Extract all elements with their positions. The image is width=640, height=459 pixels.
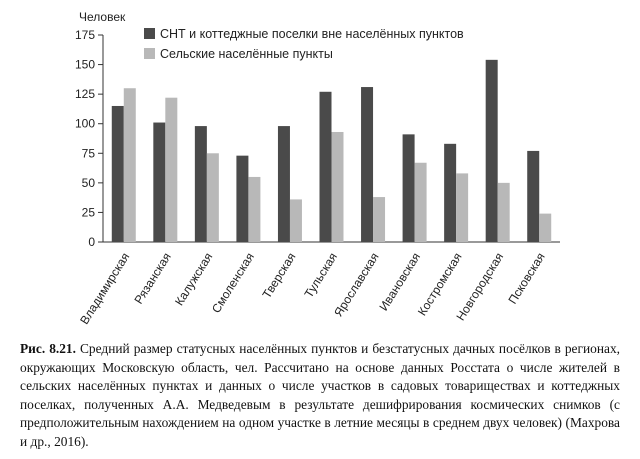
y-tick-label: 125 [75, 87, 95, 101]
y-tick-label: 0 [88, 235, 95, 249]
y-axis-label: Человек [79, 10, 126, 24]
bar [319, 91, 332, 242]
x-axis-labels: Владимирская РязанскаяКалужскаяСмоленская… [77, 250, 548, 327]
bar [373, 197, 386, 242]
bar [444, 143, 457, 242]
bar [194, 126, 207, 242]
bars [111, 59, 552, 243]
y-tick-label: 150 [75, 58, 95, 72]
x-tick-label: Псковская [505, 250, 547, 306]
bar [527, 150, 540, 242]
caption-text: Средний размер статусных населённых пунк… [20, 341, 620, 449]
bar [153, 122, 166, 242]
legend-label: СНТ и коттеджные поселки вне населённых … [160, 27, 464, 41]
legend-swatch [144, 28, 155, 39]
legend-label: Сельские населённые пункты [160, 47, 333, 61]
bar [361, 87, 374, 242]
y-tick-label: 50 [82, 176, 96, 190]
bar [111, 105, 124, 242]
bar [485, 59, 498, 243]
bar [402, 134, 415, 242]
bar [289, 199, 302, 242]
x-tick-label: Рязанская [131, 250, 173, 306]
x-tick-label: Смоленская [209, 250, 257, 315]
bar [331, 131, 344, 242]
bar [236, 155, 249, 242]
bar [497, 182, 510, 242]
y-tick-label: 175 [75, 28, 95, 42]
bar-chart: 0 25 50 75 100 125 150 175 Владимирская Рязанска… [75, 10, 560, 327]
bar [165, 97, 178, 242]
bar [123, 88, 136, 242]
x-tick-label: Тверская [260, 250, 299, 301]
bar [277, 126, 290, 242]
x-tick-label: Владимирская [77, 250, 132, 327]
bar [456, 173, 469, 242]
x-tick-label: Калужская [172, 250, 215, 308]
x-tick-label: Ярославская [331, 250, 381, 319]
y-tick-label: 25 [82, 205, 96, 219]
legend-swatch [144, 48, 155, 59]
y-tick-label: 100 [75, 117, 95, 131]
bar [414, 162, 427, 242]
caption-label: Рис. 8.21. [20, 341, 76, 356]
bar [248, 176, 261, 242]
x-tick-label: Ивановская [376, 250, 423, 313]
bar [206, 153, 219, 242]
figure-caption: Рис. 8.21. Средний размер статусных насе… [20, 340, 620, 451]
y-axis: 0 25 50 75 100 125 150 175 [75, 28, 560, 249]
x-tick-label: Тульская [301, 250, 340, 300]
bar [539, 213, 552, 242]
y-tick-label: 75 [82, 146, 96, 160]
legend: СНТ и коттеджные поселки вне населённых … [144, 27, 464, 61]
